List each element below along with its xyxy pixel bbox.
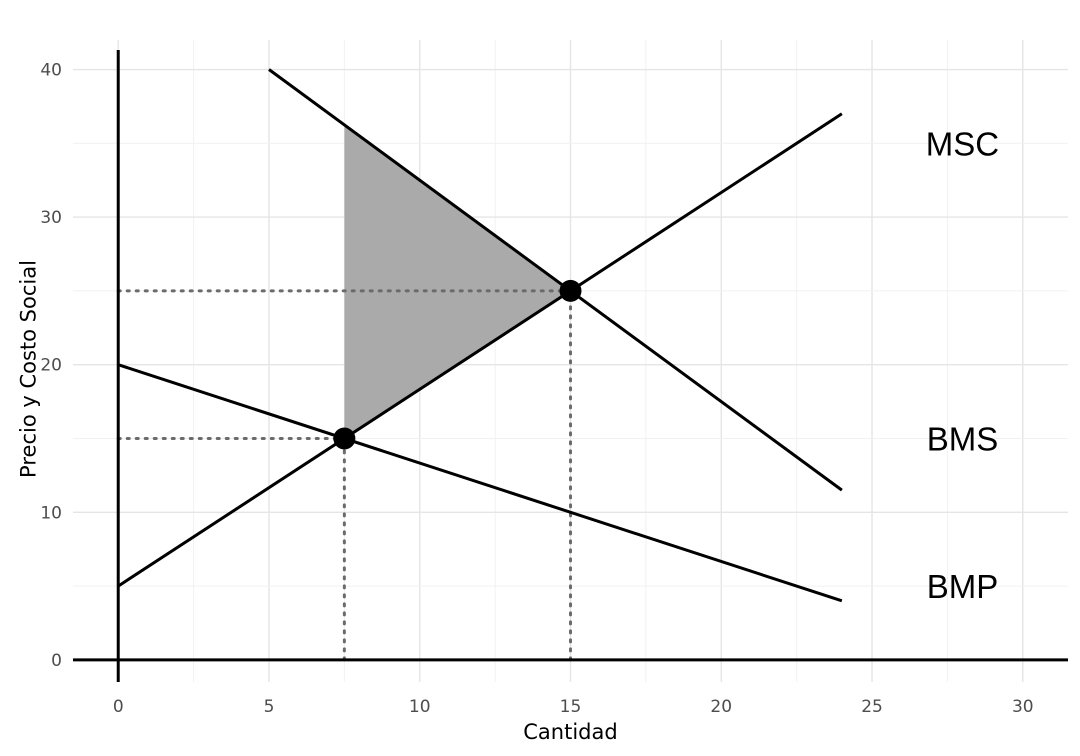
curve-labels: MSC BMS BMP (926, 125, 999, 605)
guide-lines (116, 289, 572, 662)
series-line-bmp (117, 363, 843, 603)
x-axis-title: Cantidad (523, 720, 617, 744)
y-tick-label: 30 (40, 208, 62, 228)
x-tick-label: 20 (710, 697, 732, 717)
y-tick-label: 20 (40, 356, 62, 376)
equilibrium-point (333, 427, 356, 450)
y-tick-label: 0 (51, 651, 62, 671)
deadweight-loss-area (344, 124, 571, 439)
series-lines (117, 68, 843, 603)
y-axis-title: Precio y Costo Social (16, 260, 40, 478)
curve-label-msc: MSC (926, 125, 999, 162)
x-tick-label: 10 (409, 697, 431, 717)
y-tick-label: 10 (40, 503, 62, 523)
equilibrium-points (333, 279, 582, 450)
series-line-bms (268, 68, 843, 492)
tick-labels: 0 5 10 15 20 25 30 0 10 20 30 40 (40, 61, 1033, 717)
equilibrium-point (559, 279, 582, 302)
x-tick-label: 15 (560, 697, 582, 717)
curve-label-bmp: BMP (927, 568, 999, 605)
y-tick-label: 40 (40, 61, 62, 81)
curve-label-bms: BMS (927, 420, 999, 457)
x-tick-label: 5 (264, 697, 275, 717)
deadweight-loss-polygon (344, 124, 571, 439)
x-tick-label: 30 (1012, 697, 1034, 717)
x-tick-label: 0 (113, 697, 124, 717)
series-line-msc (117, 112, 843, 588)
x-tick-label: 25 (861, 697, 883, 717)
